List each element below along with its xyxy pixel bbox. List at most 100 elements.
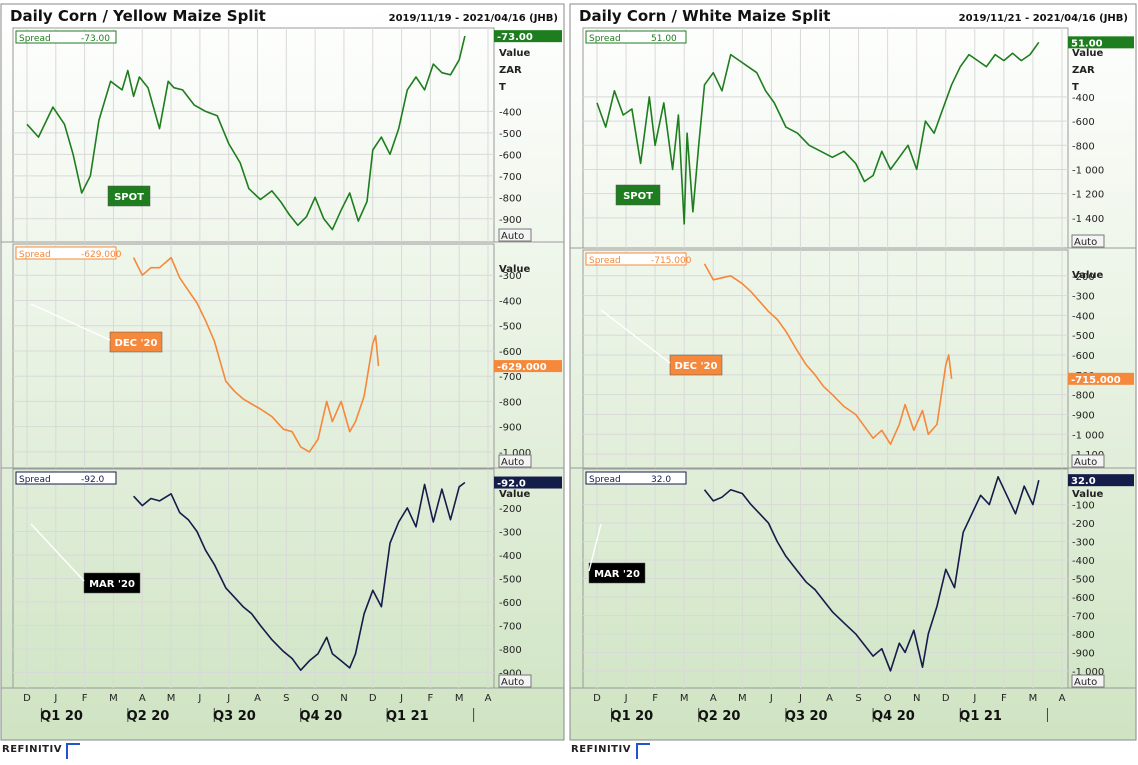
y-tick-label: -800 [1072, 391, 1095, 402]
back-arrow-icon-left[interactable] [66, 743, 80, 759]
x-month-label: J [399, 693, 403, 704]
auto-button[interactable]: Auto [499, 675, 531, 688]
x-month-label: A [1059, 693, 1066, 704]
legend-label: Spread [19, 34, 51, 44]
x-month-label: S [283, 693, 289, 704]
auto-button-label: Auto [1074, 237, 1097, 248]
refinitiv-brand-right: REFINITIV [571, 744, 631, 755]
y-tick-label: -400 [1072, 93, 1095, 104]
x-quarter-label: Q4 20 [300, 709, 343, 724]
chart-yellow-maize: Daily Corn / Yellow Maize Split 2019/11/1… [1, 4, 564, 740]
x-month-label: J [197, 693, 201, 704]
y-tick-label: -600 [499, 598, 522, 609]
x-month-label: J [972, 693, 976, 704]
x-month-label: A [139, 693, 146, 704]
x-quarter-label: Q2 20 [698, 709, 741, 724]
y-tick-label: -800 [499, 397, 522, 408]
x-month-label: M [109, 693, 118, 704]
x-month-label: N [340, 693, 347, 704]
x-quarter-label: Q1 20 [40, 709, 83, 724]
y-tick-label: -700 [1072, 611, 1095, 622]
back-arrow-icon-right[interactable] [636, 743, 650, 759]
auto-button-label: Auto [501, 457, 524, 468]
auto-button[interactable]: Auto [1072, 675, 1104, 688]
y-tick-label: -500 [499, 322, 522, 333]
y-tick-label: -500 [1072, 575, 1095, 586]
legend-box: Spread 32.0 [586, 472, 686, 485]
x-quarter-label: Q4 20 [872, 709, 915, 724]
x-month-label: M [738, 693, 747, 704]
auto-button[interactable]: Auto [1072, 235, 1104, 248]
legend-value: 51.00 [651, 34, 677, 44]
series-badge-label: MAR '20 [89, 579, 135, 590]
refinitiv-brand-left: REFINITIV [2, 744, 62, 755]
y-tick-label: -800 [499, 645, 522, 656]
y-tick-label: -900 [499, 423, 522, 434]
x-quarter-label: Q3 20 [213, 709, 256, 724]
y-tick-label: -1 400 [1072, 214, 1104, 225]
y-tick-label: -600 [499, 150, 522, 161]
chart-date-range: 2019/11/21 - 2021/04/16 (JHB) [959, 13, 1128, 24]
x-month-label: S [855, 693, 861, 704]
x-month-label: J [226, 693, 230, 704]
x-quarter-label: Q1 21 [959, 709, 1002, 724]
axis-header: Value [1072, 48, 1103, 59]
x-month-label: D [369, 693, 377, 704]
y-tick-label: -1 000 [1072, 165, 1104, 176]
axis-header: Value [499, 48, 530, 59]
y-tick-label: -200 [499, 504, 522, 515]
last-value-label: 51.00 [1071, 38, 1103, 49]
axis-header: Value [1072, 489, 1103, 500]
series-badge-label: DEC '20 [115, 338, 158, 349]
x-month-label: D [942, 693, 950, 704]
y-tick-label: -300 [1072, 292, 1095, 303]
auto-button[interactable]: Auto [499, 455, 531, 468]
y-tick-label: -900 [1072, 410, 1095, 421]
auto-button[interactable]: Auto [499, 229, 531, 242]
axis-header: T [1072, 82, 1079, 93]
legend-box: Spread -629.000 [16, 247, 122, 260]
series-badge-label: SPOT [623, 191, 653, 202]
legend-label: Spread [589, 34, 621, 44]
x-quarter-label: Q1 21 [386, 709, 429, 724]
x-month-label: D [593, 693, 601, 704]
y-tick-label: -800 [499, 193, 522, 204]
x-month-label: F [652, 693, 658, 704]
x-month-label: M [680, 693, 689, 704]
x-month-label: A [485, 693, 492, 704]
legend-label: Spread [589, 475, 621, 485]
x-month-label: F [1001, 693, 1007, 704]
y-tick-label: -500 [499, 575, 522, 586]
series-badge-label: MAR '20 [594, 569, 640, 580]
last-value-label: -715.000 [1071, 375, 1121, 386]
y-tick-label: -1 000 [1072, 430, 1104, 441]
legend-value: 32.0 [651, 475, 671, 485]
x-month-label: F [427, 693, 433, 704]
x-month-label: F [82, 693, 88, 704]
series-badge-label: DEC '20 [675, 361, 718, 372]
legend-value: -629.000 [81, 250, 122, 260]
chart-title: Daily Corn / White Maize Split [579, 7, 830, 25]
auto-button-label: Auto [501, 677, 524, 688]
legend-box: Spread 51.00 [586, 31, 686, 44]
x-month-label: A [710, 693, 717, 704]
x-month-label: J [769, 693, 773, 704]
legend-value: -73.00 [81, 34, 110, 44]
legend-label: Spread [19, 250, 51, 260]
y-tick-label: -600 [1072, 593, 1095, 604]
axis-header: ZAR [499, 65, 522, 76]
y-tick-label: -900 [1072, 648, 1095, 659]
y-tick-label: -500 [1072, 331, 1095, 342]
y-tick-label: -400 [499, 107, 522, 118]
y-tick-label: -600 [1072, 117, 1095, 128]
axis-header: ZAR [1072, 65, 1095, 76]
legend-label: Spread [19, 475, 51, 485]
legend-box: Spread -92.0 [16, 472, 116, 485]
y-tick-label: -500 [499, 129, 522, 140]
y-tick-label: -300 [499, 527, 522, 538]
legend-value: -92.0 [81, 475, 105, 485]
x-month-label: A [254, 693, 261, 704]
x-month-label: J [53, 693, 57, 704]
auto-button[interactable]: Auto [1072, 455, 1104, 468]
